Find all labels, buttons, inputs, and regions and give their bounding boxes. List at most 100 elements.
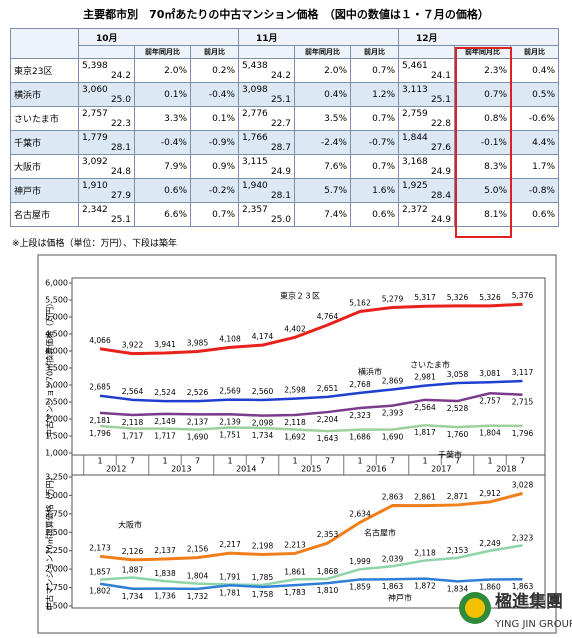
x-tick-label: 1 (292, 457, 297, 466)
value-label: 1,834 (447, 584, 469, 593)
value-label: 2,098 (252, 419, 274, 428)
year-label: 2017 (431, 465, 451, 474)
y-tick-label: 6,000 (45, 279, 68, 288)
y-tick-label: 4,500 (45, 330, 68, 339)
series-name: 東京２３区 (280, 291, 320, 301)
value-label: 1,817 (414, 428, 436, 437)
age: 24.9 (270, 166, 291, 177)
age: 28.1 (110, 142, 131, 153)
series-line (99, 577, 523, 591)
y-tick-label: 3,000 (45, 381, 68, 390)
price-cell: 3,113 25.1 (398, 82, 455, 107)
age: 27.9 (110, 190, 131, 201)
value-label: 1,868 (317, 567, 339, 576)
value-label: 5,376 (512, 291, 534, 300)
value-label: 5,317 (414, 293, 436, 302)
value-label: 1,783 (284, 588, 306, 597)
year-label: 2018 (496, 465, 516, 474)
price-cell: 1,910 27.9 (78, 178, 135, 203)
price: 3,060 (82, 84, 108, 95)
y-tick-label: 4,000 (45, 347, 68, 356)
subheader: 前月比 (190, 45, 239, 59)
value-label: 2,651 (317, 384, 339, 393)
yoy-cell: 2.0% (294, 58, 351, 83)
value-label: 2,353 (317, 530, 339, 539)
value-label: 3,081 (479, 369, 501, 378)
value-label: 2,715 (512, 398, 534, 407)
yoy-cell: 6.6% (134, 202, 191, 227)
value-label: 1,643 (317, 434, 339, 443)
value-label: 1,692 (284, 432, 306, 441)
month-label: 10月 (96, 33, 118, 44)
value-label: 2,393 (382, 409, 404, 418)
series-name: 名古屋市 (364, 528, 396, 538)
y-axis-label: 中古マンション70㎡換算価格（万円） (45, 472, 55, 610)
yoy-cell: 0.6% (134, 178, 191, 203)
price: 1,844 (402, 132, 428, 143)
price: 3,168 (402, 156, 428, 167)
x-tick-label: 1 (487, 457, 492, 466)
value-label: 5,279 (382, 295, 404, 304)
value-label: 2,863 (382, 493, 404, 502)
price: 1,910 (82, 180, 108, 191)
price: 1,779 (82, 132, 108, 143)
value-label: 5,326 (479, 293, 501, 302)
age: 25.0 (270, 214, 291, 225)
mom-cell: -0.2% (190, 178, 239, 203)
value-label: 1,860 (479, 582, 501, 591)
value-label: 1,717 (154, 432, 176, 441)
value-label: 1,804 (187, 572, 209, 581)
value-label: 2,861 (414, 493, 436, 502)
city-cell: 千葉市 (10, 130, 79, 155)
mom-cell: 0.6% (510, 202, 559, 227)
age: 24.8 (110, 166, 131, 177)
age: 25.0 (110, 94, 131, 105)
value-label: 2,323 (512, 533, 534, 542)
price-table: 10月 11月 12月 前年同月比 前月比 前年同月比 前月比 前年同月比 前月比 東京23区 5,… (10, 28, 559, 227)
value-label: 1,686 (349, 433, 371, 442)
value-label: 2,181 (89, 416, 111, 425)
value-label: 2,871 (447, 492, 469, 501)
value-label: 1,857 (89, 568, 111, 577)
value-label: 2,139 (219, 417, 241, 426)
value-label: 5,162 (349, 298, 371, 307)
y-tick-label: 2,500 (45, 398, 68, 407)
x-tick-label: 7 (195, 457, 200, 466)
value-label: 2,912 (479, 489, 501, 498)
series-line (99, 544, 523, 587)
yoy-cell: 7.9% (134, 154, 191, 179)
value-label: 3,941 (154, 340, 176, 349)
value-label: 3,922 (122, 341, 144, 350)
mom-cell: -0.6% (510, 106, 559, 131)
age: 24.1 (430, 70, 451, 81)
year-label: 2013 (171, 465, 191, 474)
mom-cell: -0.4% (190, 82, 239, 107)
value-label: 2,213 (284, 540, 306, 549)
yoy-cell: 2.0% (134, 58, 191, 83)
age: 28.7 (270, 142, 291, 153)
price: 3,092 (82, 156, 108, 167)
value-label: 2,118 (284, 418, 306, 427)
x-tick-label: 7 (130, 457, 135, 466)
note: ※上段は価格（単位：万円）、下段は築年 (12, 239, 178, 249)
yoy-cell: 5.0% (454, 178, 511, 203)
value-label: 2,153 (447, 546, 469, 555)
age: 25.1 (110, 214, 131, 225)
mom-cell: 0.6% (350, 202, 399, 227)
age: 28.4 (430, 190, 451, 201)
value-label: 4,174 (252, 332, 274, 341)
value-label: 4,764 (317, 312, 339, 321)
value-label: 3,058 (447, 370, 469, 379)
price: 2,759 (402, 108, 428, 119)
value-label: 2,981 (414, 373, 436, 382)
x-tick-label: 1 (422, 457, 427, 466)
value-label: 4,402 (284, 324, 306, 333)
city-cell: 東京23区 (10, 58, 79, 83)
price-cell: 1,779 28.1 (78, 130, 135, 155)
city-cell: さいたま市 (10, 106, 79, 131)
yoy-cell: 2.3% (454, 58, 511, 83)
value-label: 1,863 (382, 582, 404, 591)
y-tick-label: 5,500 (45, 296, 68, 305)
price: 2,776 (242, 108, 268, 119)
value-label: 2,118 (414, 548, 436, 557)
